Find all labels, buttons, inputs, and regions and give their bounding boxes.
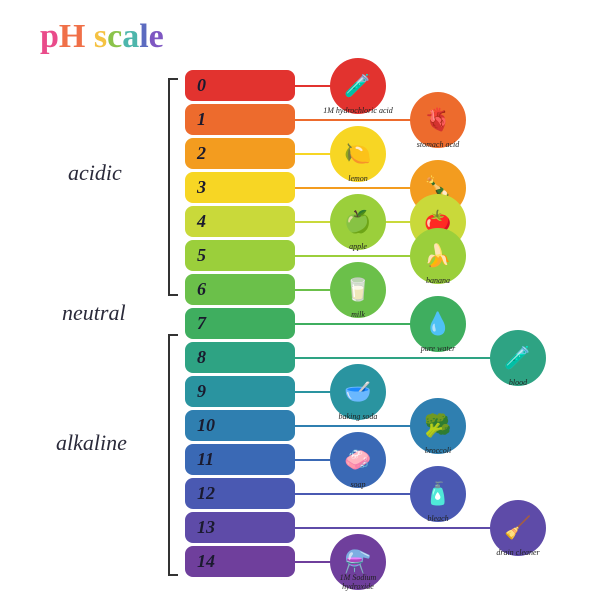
example-circle: 🫀stomach acid <box>410 92 466 148</box>
ph-bar-number: 6 <box>197 279 206 300</box>
zone-label-neutral: neutral <box>62 300 126 326</box>
example-circle: 🥛milk <box>330 262 386 318</box>
ph-bar-number: 5 <box>197 245 206 266</box>
example-label: soap <box>323 481 393 490</box>
connector <box>295 493 414 495</box>
connector <box>295 153 334 155</box>
ph-bar-8: 8 <box>185 342 295 373</box>
ph-bar-number: 8 <box>197 347 206 368</box>
connector <box>295 357 494 359</box>
ph-bar-number: 9 <box>197 381 206 402</box>
example-icon: 🍋 <box>344 143 371 165</box>
ph-bar-number: 2 <box>197 143 206 164</box>
example-circle: 🥦broccoli <box>410 398 466 454</box>
example-circle: 🥣baking soda <box>330 364 386 420</box>
ph-bar-12: 12 <box>185 478 295 509</box>
example-icon: 🧪 <box>344 75 371 97</box>
example-label: banana <box>403 277 473 286</box>
example-circle: 🧼soap <box>330 432 386 488</box>
ph-bar-1: 1 <box>185 104 295 135</box>
example-label: pure water <box>403 345 473 354</box>
ph-bar-number: 11 <box>197 449 214 470</box>
example-icon: 🍏 <box>344 211 371 233</box>
example-label: blood <box>483 379 553 388</box>
ph-bar-0: 0 <box>185 70 295 101</box>
ph-bar-4: 4 <box>185 206 295 237</box>
ph-bar-number: 0 <box>197 75 206 96</box>
ph-bar-number: 12 <box>197 483 215 504</box>
example-icon: ⚗️ <box>344 551 371 573</box>
page-title: pH scale <box>40 18 164 56</box>
example-label: broccoli <box>403 447 473 456</box>
example-circle: 🧴bleach <box>410 466 466 522</box>
example-label: stomach acid <box>403 141 473 150</box>
example-circle: 🍌banana <box>410 228 466 284</box>
ph-bar-13: 13 <box>185 512 295 543</box>
example-circle: 🍏apple <box>330 194 386 250</box>
connector <box>295 527 494 529</box>
example-icon: 🧪 <box>504 347 531 369</box>
ph-bar-3: 3 <box>185 172 295 203</box>
example-icon: 🥛 <box>344 279 371 301</box>
example-icon: 🥦 <box>424 415 451 437</box>
connector <box>295 187 414 189</box>
ph-bar-14: 14 <box>185 546 295 577</box>
example-label: 1M hydrochloric acid <box>323 107 393 116</box>
ph-bar-number: 1 <box>197 109 206 130</box>
ph-bar-10: 10 <box>185 410 295 441</box>
ph-bar-6: 6 <box>185 274 295 305</box>
ph-bar-7: 7 <box>185 308 295 339</box>
connector <box>295 289 334 291</box>
zone-label-alkaline: alkaline <box>56 430 127 456</box>
ph-bar-number: 4 <box>197 211 206 232</box>
example-label: apple <box>323 243 393 252</box>
example-circle: ⚗️1M Sodium hydroxide <box>330 534 386 590</box>
connector <box>295 459 334 461</box>
ph-bar-number: 10 <box>197 415 215 436</box>
connector <box>295 561 334 563</box>
connector <box>295 119 414 121</box>
example-circle: 🧪1M hydrochloric acid <box>330 58 386 114</box>
example-circle: 🍋lemon <box>330 126 386 182</box>
zone-label-acidic: acidic <box>68 160 122 186</box>
example-icon: 🥣 <box>344 381 371 403</box>
bracket-acidic <box>168 78 178 296</box>
example-icon: 🍌 <box>424 245 451 267</box>
example-icon: 🫀 <box>424 109 451 131</box>
example-icon: 💧 <box>424 313 451 335</box>
example-icon: 🧼 <box>344 449 371 471</box>
example-label: lemon <box>323 175 393 184</box>
connector <box>295 323 414 325</box>
ph-bar-11: 11 <box>185 444 295 475</box>
example-label: 1M Sodium hydroxide <box>323 574 393 592</box>
ph-bar-5: 5 <box>185 240 295 271</box>
ph-scale-column: 01234567891011121314 <box>185 70 295 580</box>
connector <box>295 425 414 427</box>
connector <box>295 85 334 87</box>
example-circle: 💧pure water <box>410 296 466 352</box>
connector <box>295 391 334 393</box>
ph-bar-number: 7 <box>197 313 206 334</box>
example-label: milk <box>323 311 393 320</box>
example-label: bleach <box>403 515 473 524</box>
example-circle: 🧹drain cleaner <box>490 500 546 556</box>
example-circle: 🧪blood <box>490 330 546 386</box>
connector <box>295 255 414 257</box>
example-icon: 🧹 <box>504 517 531 539</box>
example-label: baking soda <box>323 413 393 422</box>
example-icon: 🧴 <box>424 483 451 505</box>
example-label: drain cleaner <box>483 549 553 558</box>
bracket-alkaline <box>168 334 178 576</box>
ph-bar-number: 13 <box>197 517 215 538</box>
ph-bar-number: 3 <box>197 177 206 198</box>
ph-bar-number: 14 <box>197 551 215 572</box>
ph-bar-9: 9 <box>185 376 295 407</box>
ph-bar-2: 2 <box>185 138 295 169</box>
